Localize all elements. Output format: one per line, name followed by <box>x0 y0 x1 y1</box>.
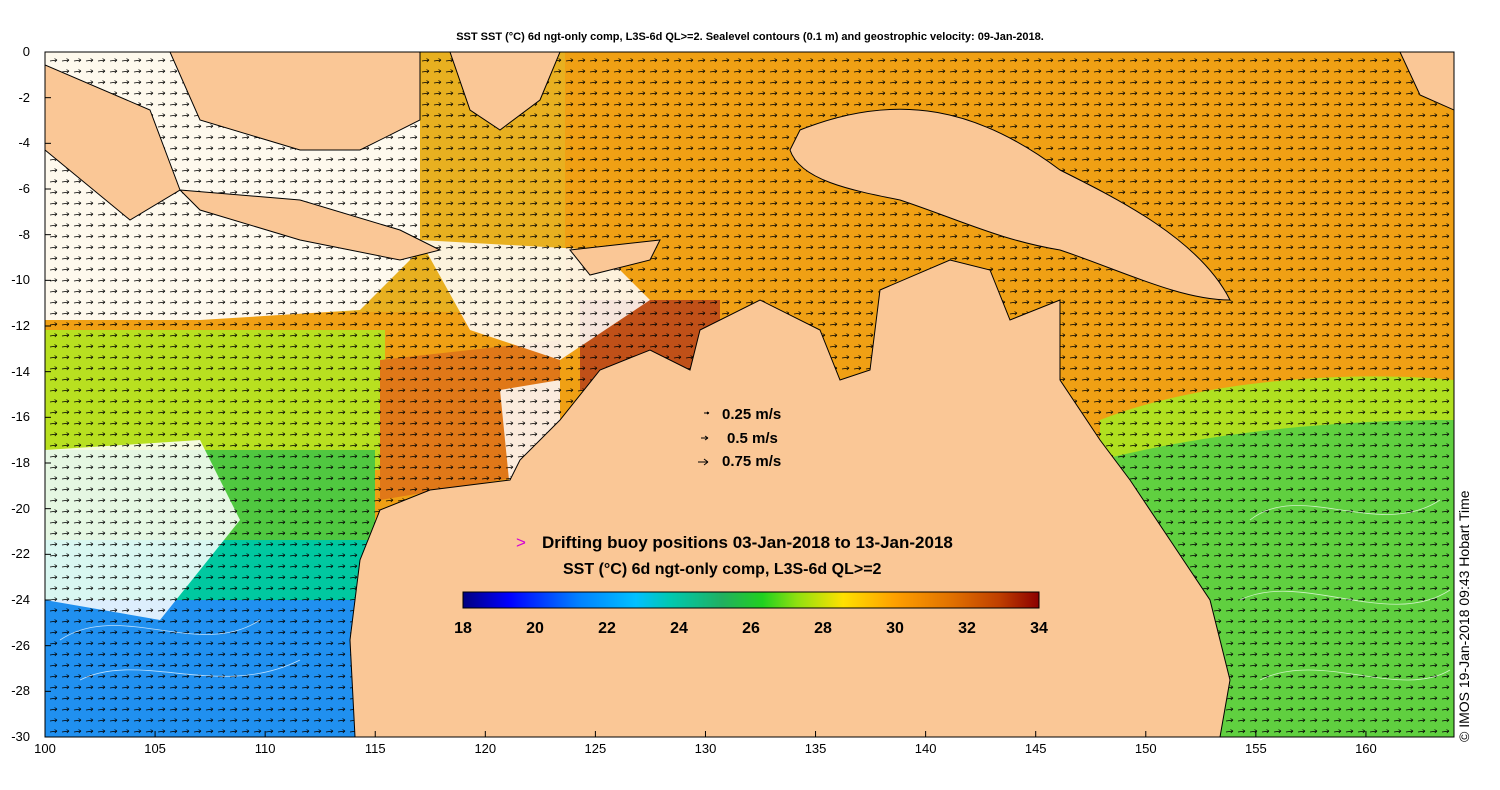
colorbar-tick-label: 32 <box>958 620 976 637</box>
speed-label-075: 0.75 m/s <box>722 453 782 470</box>
y-tick-label: -4 <box>18 135 30 151</box>
buoy-legend-label: Drifting buoy positions 03-Jan-2018 to 1… <box>541 533 953 552</box>
y-tick-label: 0 <box>22 44 30 59</box>
x-tick-label: 100 <box>34 741 56 756</box>
velocity-arrow-small-icon <box>704 411 710 415</box>
colorbar-tick-label: 34 <box>1030 620 1048 637</box>
colorbar-title: SST (°C) 6d ngt-only comp, L3S-6d QL>=2 <box>563 561 882 578</box>
x-tick-label: 155 <box>1245 741 1267 756</box>
y-tick-label: -30 <box>11 729 30 744</box>
borneo-land <box>169 52 421 151</box>
x-tick-label: 140 <box>914 741 937 756</box>
y-tick-label: -22 <box>11 546 30 562</box>
buoy-marker-icon: > <box>516 533 526 552</box>
colorbar-tick-label: 30 <box>886 620 904 637</box>
colorbar-tick-label: 20 <box>526 620 544 637</box>
speed-label-05: 0.5 m/s <box>727 430 778 447</box>
x-tick-label: 150 <box>1134 741 1157 756</box>
y-tick-label: -28 <box>11 683 30 699</box>
sulawesi-land <box>449 52 561 131</box>
velocity-arrow-medium-icon <box>701 435 709 441</box>
y-tick-label: -6 <box>18 181 30 196</box>
x-tick-label: 130 <box>694 741 717 756</box>
colorbar-tick-label: 24 <box>670 620 688 637</box>
credit-text: © IMOS 19-Jan-2018 09:43 Hobart Time <box>1456 490 1472 742</box>
x-tick-label: 120 <box>474 741 497 756</box>
map-field <box>45 52 1454 737</box>
x-tick-label: 110 <box>254 741 276 756</box>
x-tick-label: 160 <box>1355 741 1377 756</box>
y-tick-label: -14 <box>11 363 30 379</box>
y-tick-label: -18 <box>11 455 30 470</box>
axis-tick-marks <box>44 51 1367 738</box>
australia-land <box>349 259 1231 737</box>
java-land <box>178 189 442 261</box>
colorbar-tick-label: 22 <box>598 620 616 637</box>
sealevel-contours <box>59 499 1451 681</box>
x-tick-label: 115 <box>364 741 386 756</box>
x-tick-label: 125 <box>584 741 607 756</box>
pacific-land-ne <box>1399 52 1454 111</box>
y-tick-label: -10 <box>11 272 30 288</box>
colorbar-tick-label: 18 <box>454 620 472 637</box>
colorbar <box>462 591 1040 609</box>
buoy-legend: > Drifting buoy positions 03-Jan-2018 to … <box>516 533 953 553</box>
x-tick-label: 135 <box>804 741 827 756</box>
y-tick-label: -16 <box>11 409 30 425</box>
map-frame <box>44 51 1455 738</box>
x-tick-label: 145 <box>1024 741 1047 756</box>
x-tick-label: 105 <box>144 741 166 756</box>
y-tick-label: -8 <box>18 226 30 242</box>
sumatra-land <box>45 64 181 221</box>
y-tick-label: -26 <box>11 637 30 653</box>
speed-label-025: 0.25 m/s <box>722 406 782 423</box>
colorbar-tick-label: 26 <box>742 620 760 637</box>
y-tick-label: -12 <box>11 318 30 333</box>
new-guinea-land <box>789 108 1231 301</box>
y-tick-label: -2 <box>18 89 30 105</box>
colorbar-tick-label: 28 <box>814 620 832 637</box>
velocity-arrow-large-icon <box>698 458 709 466</box>
timor-land <box>569 239 661 276</box>
y-tick-label: -20 <box>11 500 30 516</box>
y-tick-label: -24 <box>11 592 30 607</box>
page-title: SST SST (°C) 6d ngt-only comp, L3S-6d QL… <box>456 31 1044 43</box>
